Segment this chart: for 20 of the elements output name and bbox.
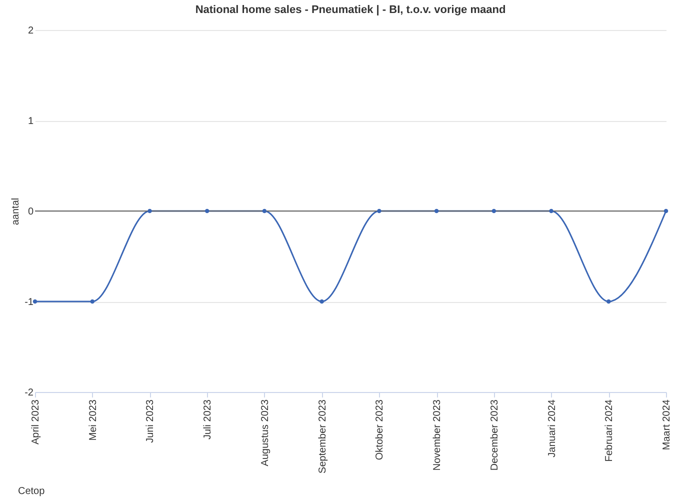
x-tick-label: Oktober 2023 xyxy=(374,399,386,460)
y-tick-label: 1 xyxy=(28,116,34,127)
x-tick-label: September 2023 xyxy=(317,399,328,474)
y-tick-label: -1 xyxy=(24,297,34,308)
x-tick-label: November 2023 xyxy=(432,399,444,471)
x-tick-label: April 2023 xyxy=(30,399,42,445)
x-tick-label: Juli 2023 xyxy=(202,399,214,440)
x-tick-label: Februari 2024 xyxy=(604,399,616,462)
chart-title: National home sales - Pneumatiek | - BI, t.o.v. vorige maand xyxy=(195,4,506,16)
y-tick-label: 0 xyxy=(28,206,34,218)
y-tick-label: 2 xyxy=(28,26,34,36)
x-tick-label: Augustus 2023 xyxy=(260,399,271,466)
x-tick-label: Mei 2023 xyxy=(88,399,99,441)
x-tick-label: December 2023 xyxy=(489,399,500,471)
y-axis-title: aantal xyxy=(10,198,22,226)
text: Cetop xyxy=(18,486,45,497)
x-tick-label: Juni 2023 xyxy=(145,399,156,443)
x-tick-label: Maart 2024 xyxy=(662,399,672,450)
y-tick-label: -2 xyxy=(24,388,34,398)
x-tick-label: Januari 2024 xyxy=(546,399,558,458)
